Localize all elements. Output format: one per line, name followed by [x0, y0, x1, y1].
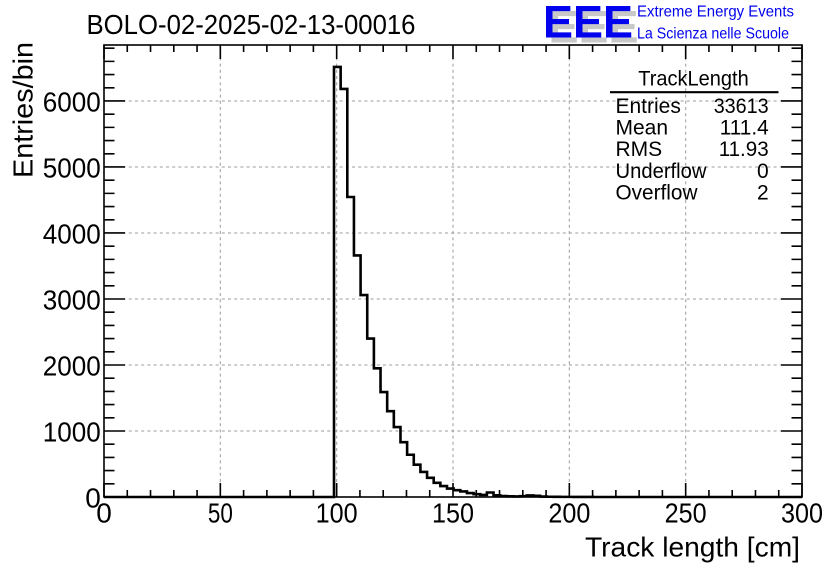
svg-text:Mean: Mean	[616, 117, 669, 140]
svg-text:1000: 1000	[43, 416, 101, 447]
svg-text:200: 200	[548, 498, 590, 529]
svg-text:Entries: Entries	[616, 95, 681, 118]
svg-text:Underflow: Underflow	[616, 160, 708, 183]
svg-text:100: 100	[316, 498, 358, 529]
svg-text:11.93: 11.93	[719, 138, 769, 161]
svg-text:150: 150	[432, 498, 474, 529]
svg-text:33613: 33613	[714, 95, 769, 118]
svg-text:111.4: 111.4	[720, 117, 769, 140]
svg-text:4000: 4000	[43, 218, 101, 249]
svg-text:Entries/bin: Entries/bin	[8, 42, 39, 178]
svg-text:0: 0	[85, 482, 101, 513]
svg-text:50: 50	[208, 498, 233, 529]
svg-text:3000: 3000	[43, 284, 101, 315]
svg-text:6000: 6000	[43, 86, 101, 117]
svg-text:300: 300	[781, 498, 823, 529]
svg-text:5000: 5000	[43, 152, 101, 183]
svg-text:250: 250	[665, 498, 707, 529]
svg-text:La Scienza nelle Scuole: La Scienza nelle Scuole	[637, 25, 789, 42]
svg-text:EEE: EEE	[543, 0, 633, 47]
svg-text:0: 0	[96, 498, 112, 529]
svg-text:Overflow: Overflow	[616, 181, 699, 204]
svg-text:0: 0	[757, 160, 769, 183]
svg-text:2: 2	[757, 181, 769, 204]
svg-text:Track length [cm]: Track length [cm]	[585, 532, 800, 563]
svg-text:2000: 2000	[43, 350, 101, 381]
svg-text:BOLO-02-2025-02-13-00016: BOLO-02-2025-02-13-00016	[87, 9, 416, 40]
svg-text:TrackLength: TrackLength	[638, 68, 749, 91]
svg-text:Extreme Energy Events: Extreme Energy Events	[637, 3, 794, 20]
svg-text:RMS: RMS	[616, 138, 663, 161]
svg-text:EEE: EEE	[549, 1, 639, 52]
